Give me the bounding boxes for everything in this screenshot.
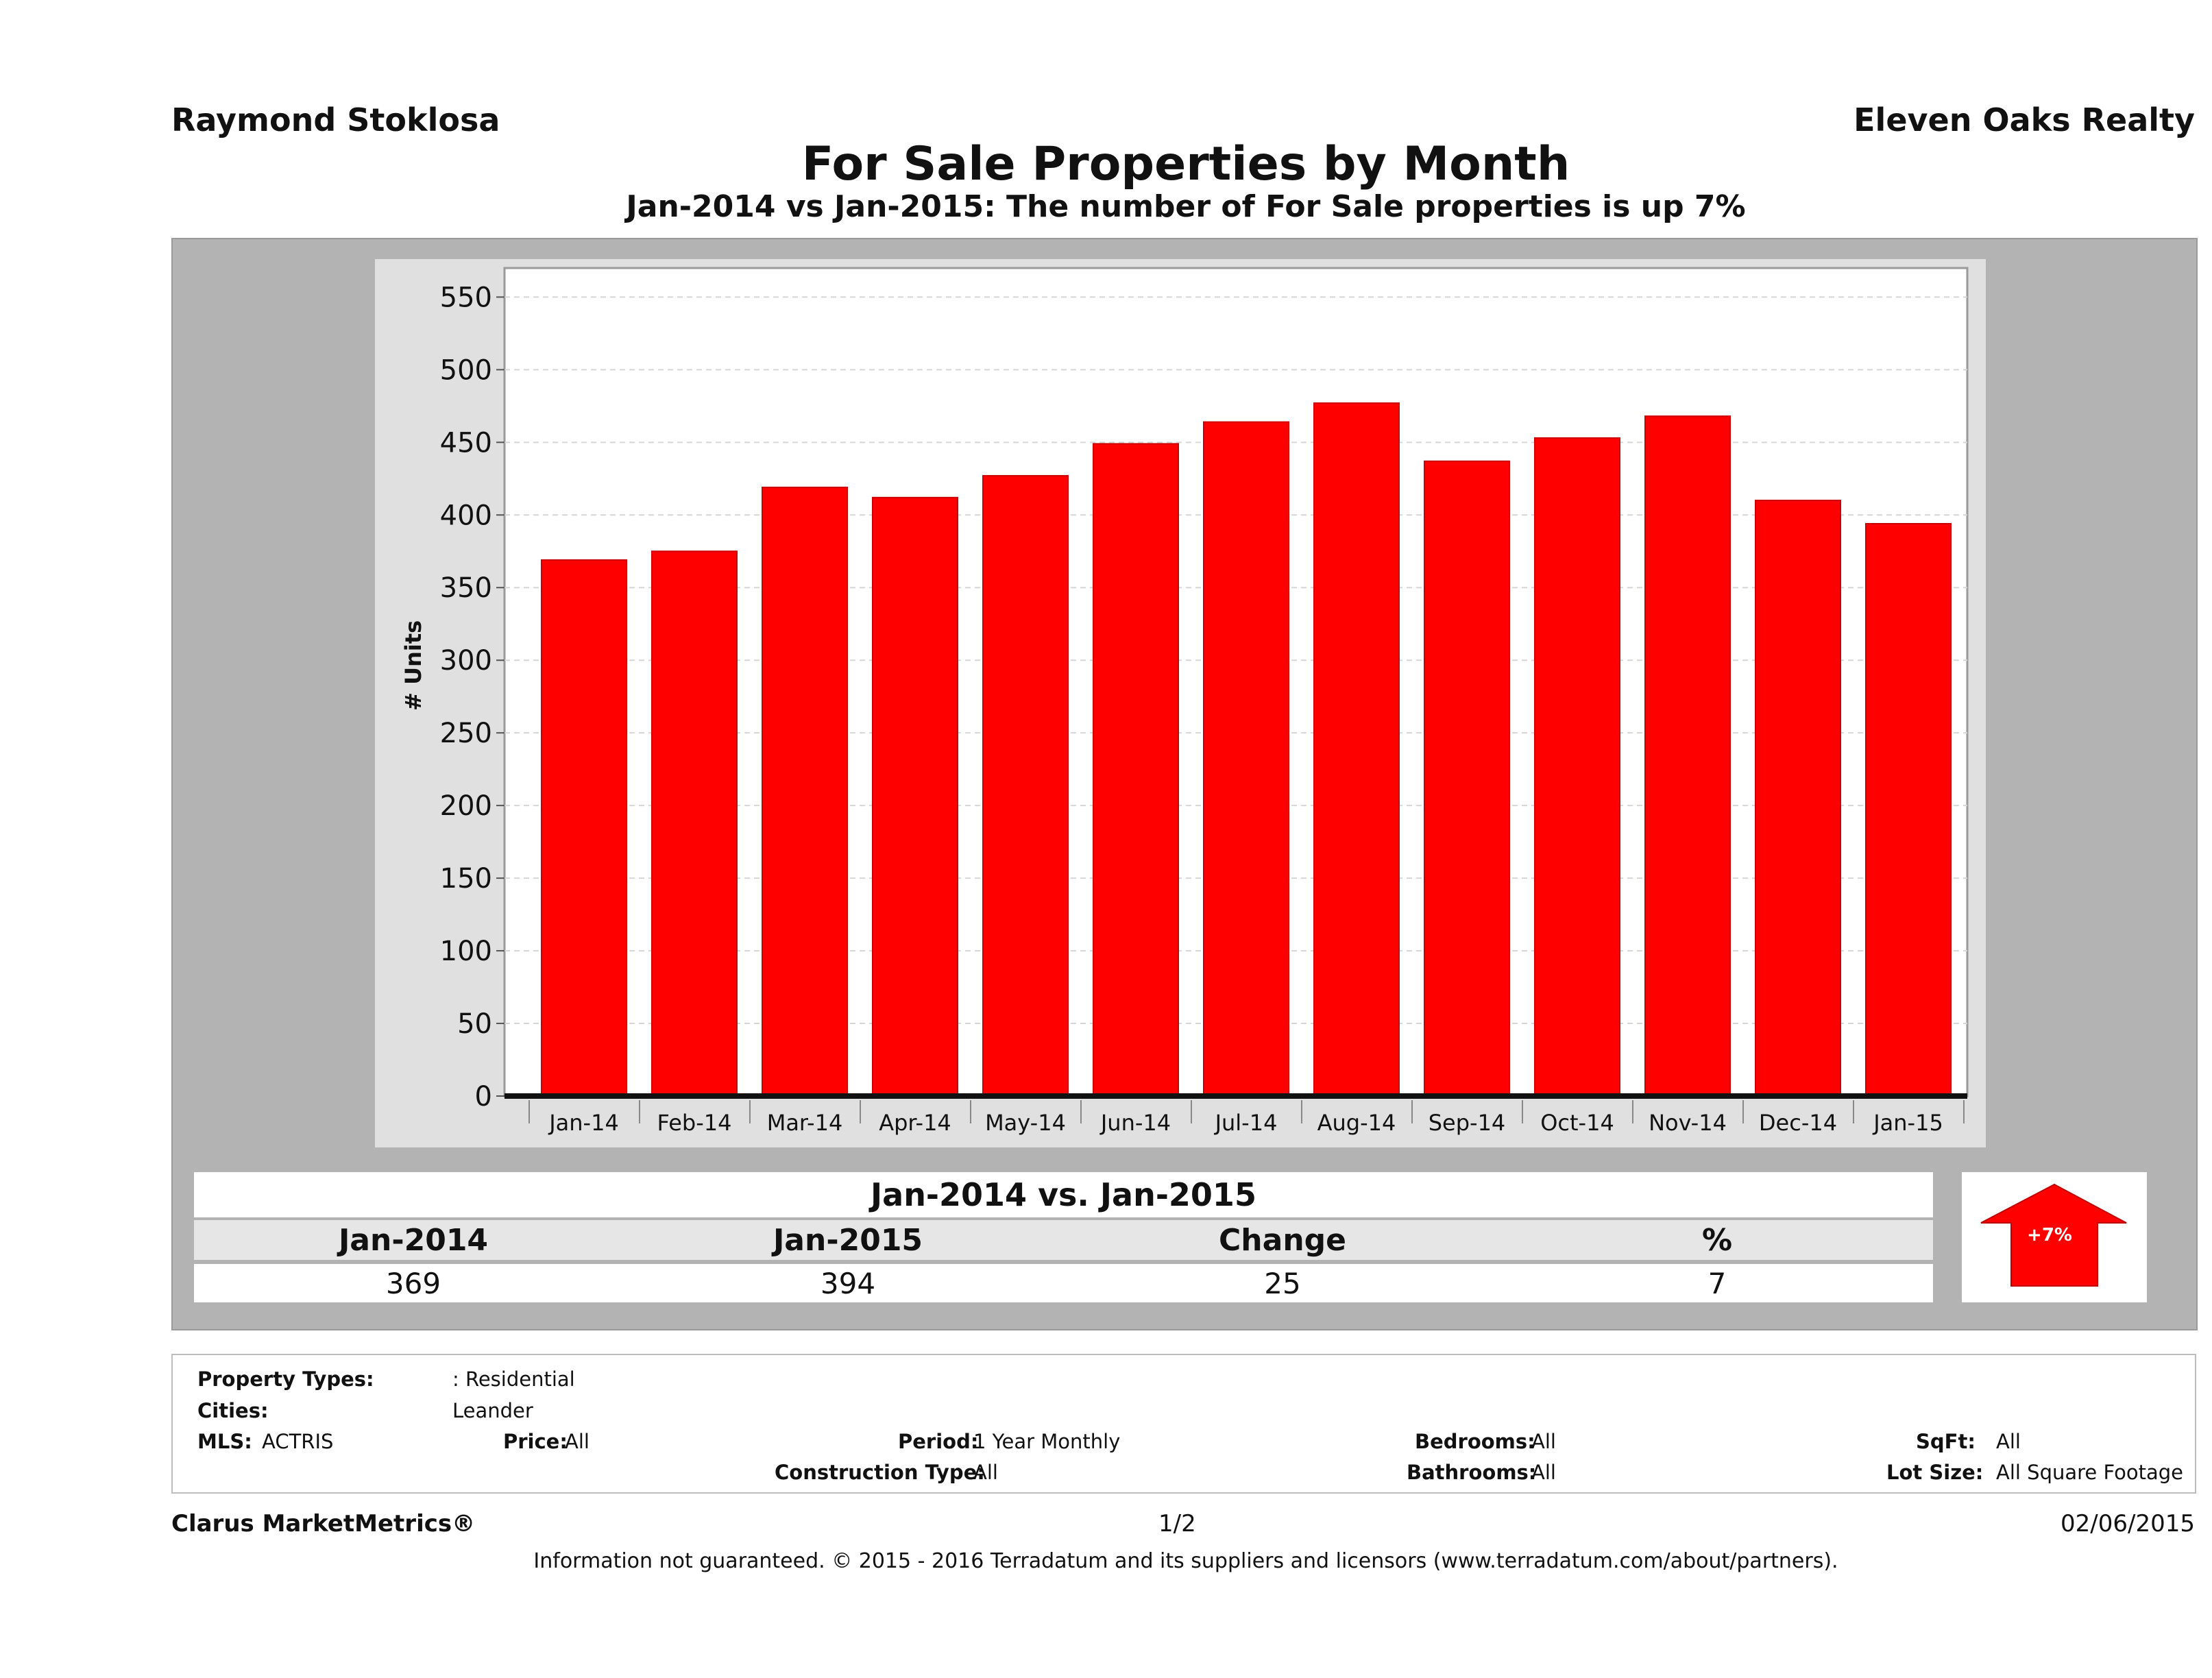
y-tick-label: 250 [440, 718, 492, 749]
x-tick-label: Feb-14 [657, 1110, 732, 1136]
x-tick-label: Jul-14 [1214, 1110, 1278, 1136]
bar [1093, 443, 1179, 1097]
bedrooms-label: Bedrooms: [1415, 1430, 1535, 1453]
value-percent: 7 [1707, 1267, 1727, 1300]
x-tick-label: May-14 [985, 1110, 1066, 1136]
bathrooms-label: Bathrooms: [1407, 1461, 1537, 1484]
y-axis-label: # Units [400, 620, 426, 711]
cities-label: Cities: [197, 1399, 269, 1422]
sqft-label: SqFt: [1916, 1430, 1976, 1453]
x-tick-label: Mar-14 [767, 1110, 843, 1136]
comparison-title: Jan-2014 vs. Jan-2015 [871, 1176, 1256, 1213]
bar [651, 550, 738, 1097]
comparison-header-row: Jan-2014 Jan-2015 Change % [194, 1220, 1933, 1260]
cities-value: Leander [452, 1399, 533, 1422]
value-jan-2015: 394 [820, 1267, 876, 1300]
property-types-value: : Residential [452, 1367, 575, 1391]
x-tick-label: Aug-14 [1317, 1110, 1396, 1136]
x-tick-label: Dec-14 [1759, 1110, 1837, 1136]
y-tick-label: 100 [440, 936, 492, 967]
header-jan-2014: Jan-2014 [338, 1223, 489, 1258]
change-badge: +7% [1962, 1172, 2147, 1302]
bar [762, 487, 848, 1097]
bar [1203, 421, 1289, 1097]
bar [1755, 500, 1841, 1097]
y-tick-label: 300 [440, 645, 492, 677]
y-tick-label: 400 [440, 500, 492, 531]
bar [1424, 460, 1510, 1097]
disclaimer: Information not guaranteed. © 2015 - 201… [533, 1549, 1838, 1573]
bar [1534, 437, 1620, 1097]
x-tick-label: Jan-15 [1872, 1110, 1943, 1136]
bar [1644, 415, 1731, 1097]
period-label: Period: [898, 1430, 979, 1453]
y-tick-label: 450 [440, 427, 492, 459]
x-tick-label: Jan-14 [548, 1110, 619, 1136]
x-tick-label: Nov-14 [1649, 1110, 1727, 1136]
x-tick-label: Jun-14 [1099, 1110, 1171, 1136]
bar [982, 475, 1069, 1097]
x-tick-label: Oct-14 [1540, 1110, 1614, 1136]
x-tick-label: Sep-14 [1429, 1110, 1506, 1136]
sqft-value: All [1996, 1430, 2021, 1453]
bar [1313, 402, 1400, 1097]
page-subtitle: Jan-2014 vs Jan-2015: The number of For … [626, 189, 1746, 224]
footer-brand: Clarus MarketMetrics® [171, 1510, 476, 1537]
y-tick-label: 150 [440, 863, 492, 895]
header-change: Change [1219, 1223, 1346, 1258]
bar [541, 559, 627, 1097]
badge-label: +7% [2027, 1225, 2072, 1245]
comparison-title-row: Jan-2014 vs. Jan-2015 [194, 1172, 1933, 1217]
bar-chart: 0 50 100 150 200 250 300 350 400 450 500 550 # Units… [375, 259, 1986, 1147]
agent-name: Raymond Stoklosa [171, 101, 500, 138]
y-tick-label: 550 [440, 282, 492, 313]
x-tick-label: Apr-14 [879, 1110, 951, 1136]
period-value: 1 Year Monthly [973, 1430, 1121, 1453]
y-tick-label: 350 [440, 572, 492, 604]
header-percent: % [1701, 1223, 1733, 1258]
price-value: All [565, 1430, 590, 1453]
bathrooms-value: All [1531, 1461, 1556, 1484]
comparison-value-row: 369 394 25 7 [194, 1264, 1933, 1302]
company-name: Eleven Oaks Realty [1854, 101, 2195, 138]
y-tick-label: 0 [475, 1081, 492, 1112]
page-title: For Sale Properties by Month [801, 137, 1570, 191]
price-label: Price: [503, 1430, 568, 1453]
chart-panel: 0 50 100 150 200 250 300 350 400 450 500 550 # Units… [171, 238, 2198, 1330]
page-number: 1/2 [1158, 1510, 1196, 1537]
value-change: 25 [1264, 1267, 1301, 1300]
bar [872, 496, 958, 1097]
lot-size-value: All Square Footage [1996, 1461, 2184, 1484]
construction-type-label: Construction Type: [775, 1461, 985, 1484]
bar [1865, 522, 1952, 1097]
y-tick-label: 50 [457, 1008, 492, 1040]
bedrooms-value: All [1531, 1430, 1556, 1453]
mls-label: MLS: [197, 1430, 252, 1453]
y-tick-label: 200 [440, 790, 492, 822]
up-arrow-icon [1980, 1183, 2127, 1287]
value-jan-2014: 369 [385, 1267, 441, 1300]
report-date: 02/06/2015 [2061, 1510, 2195, 1537]
mls-value: ACTRIS [262, 1430, 334, 1453]
header-jan-2015: Jan-2015 [773, 1223, 923, 1258]
y-tick-label: 500 [440, 354, 492, 386]
filters-panel: Property Types: : Residential Cities: Le… [171, 1354, 2196, 1494]
property-types-label: Property Types: [197, 1367, 374, 1391]
lot-size-label: Lot Size: [1886, 1461, 1984, 1484]
construction-type-value: All [973, 1461, 998, 1484]
